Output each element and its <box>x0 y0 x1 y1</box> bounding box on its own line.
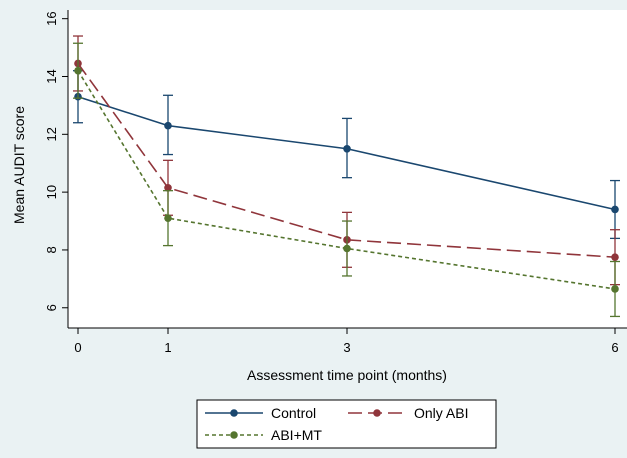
x-axis-label: Assessment time point (months) <box>247 367 447 383</box>
series-layer <box>73 35 620 318</box>
data-point <box>611 253 619 261</box>
y-axis-ticks: 6 8 10 12 14 16 <box>44 11 68 311</box>
series-line <box>77 70 616 290</box>
legend-label: Control <box>271 405 316 421</box>
y-tick-label: 8 <box>44 246 59 253</box>
series-line <box>77 63 616 258</box>
data-point <box>74 66 82 75</box>
x-tick-label: 6 <box>611 340 618 355</box>
series-abi-mt <box>73 42 620 318</box>
x-tick-label: 3 <box>343 340 350 355</box>
x-tick-label: 1 <box>164 340 171 355</box>
legend-box <box>196 399 497 449</box>
legend-marker <box>230 431 238 439</box>
data-point <box>164 214 172 222</box>
y-tick-label: 12 <box>44 127 59 141</box>
data-point <box>611 285 619 293</box>
legend-marker <box>230 409 238 417</box>
legend-marker <box>373 409 381 417</box>
legend-label: Only ABI <box>414 405 468 421</box>
legend: Control Only ABI ABI+MT <box>196 399 497 449</box>
y-tick-label: 10 <box>44 185 59 199</box>
y-tick-label: 16 <box>44 11 59 25</box>
series-line <box>77 95 616 211</box>
data-point <box>343 244 351 253</box>
x-axis-ticks: 0 1 3 6 <box>74 328 619 355</box>
data-point <box>611 205 619 214</box>
data-point <box>164 121 172 130</box>
y-tick-label: 6 <box>44 304 59 311</box>
series-control <box>73 70 620 240</box>
x-tick-label: 0 <box>74 340 81 355</box>
y-axis-label: Mean AUDIT score <box>11 106 27 224</box>
legend-label: ABI+MT <box>271 427 322 443</box>
data-point <box>343 144 351 153</box>
data-point <box>164 183 172 192</box>
y-tick-label: 14 <box>44 69 59 83</box>
